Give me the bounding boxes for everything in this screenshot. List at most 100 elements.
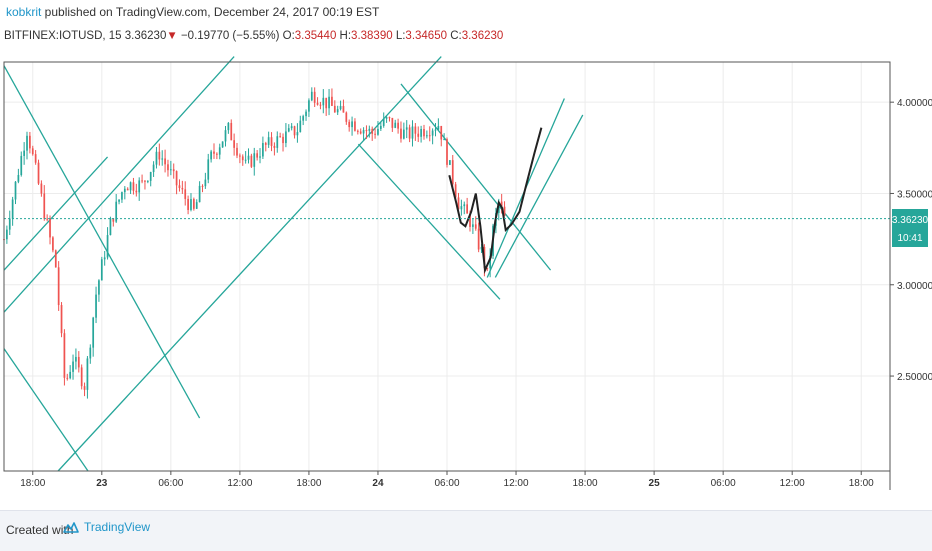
candle <box>287 124 290 133</box>
candle <box>296 123 299 143</box>
candle-body <box>411 126 414 139</box>
price-chart[interactable]: 2.50000 3.00000 3.50000 4.00000 18:00 23 06:0… <box>0 0 932 510</box>
trend-line[interactable] <box>57 56 442 472</box>
candle-body <box>316 102 319 105</box>
candle-body <box>480 247 483 250</box>
author-link[interactable]: kobkrit <box>6 5 42 19</box>
candle <box>411 120 414 147</box>
candle <box>244 151 247 164</box>
candle <box>63 329 66 386</box>
candle <box>394 119 397 129</box>
trend-line[interactable] <box>3 156 109 271</box>
candle-body <box>267 137 270 145</box>
candle <box>221 141 224 148</box>
candle-body <box>305 111 307 117</box>
candle-body <box>262 143 264 157</box>
candle-body <box>92 317 95 348</box>
candle <box>6 225 8 244</box>
trend-line[interactable] <box>3 56 235 313</box>
trend-line[interactable] <box>357 143 501 300</box>
candle-body <box>270 137 273 146</box>
candle <box>11 196 14 226</box>
tradingview-link[interactable]: TradingView <box>62 520 150 534</box>
x-tick-label: 06:00 <box>711 478 736 489</box>
trend-line[interactable] <box>3 348 89 472</box>
candle <box>377 121 379 136</box>
high-value: 3.38390 <box>351 30 393 42</box>
candle-body <box>405 127 408 130</box>
symbol-name[interactable]: BITFINEX:IOTUSD, 15 <box>4 30 122 42</box>
x-tick-label: 18:00 <box>573 478 598 489</box>
candle <box>391 117 394 132</box>
candle <box>351 116 353 136</box>
candle <box>126 187 129 191</box>
candle-body <box>313 91 316 103</box>
candle <box>216 152 218 160</box>
candle-body <box>503 206 506 216</box>
candle-body <box>408 127 411 139</box>
candle-body <box>345 112 348 122</box>
candle <box>417 126 420 143</box>
candle-body <box>89 347 92 359</box>
candle-body <box>348 121 351 128</box>
trend-line[interactable] <box>494 114 584 278</box>
candle-body <box>250 155 253 167</box>
trend-line[interactable] <box>400 83 552 271</box>
candle-body <box>57 267 60 306</box>
candle-body <box>132 182 135 191</box>
candle <box>262 136 264 159</box>
candle-body <box>472 224 474 227</box>
candle-body <box>49 219 51 238</box>
candle <box>382 112 385 128</box>
trend-lines[interactable] <box>3 56 584 472</box>
candle <box>259 148 261 164</box>
candle-body <box>121 192 123 200</box>
candle <box>161 150 164 166</box>
candle-body <box>109 218 112 236</box>
candle <box>103 250 106 266</box>
candle-body <box>417 133 420 137</box>
hand-drawn-annotation[interactable] <box>448 127 543 275</box>
candle <box>31 145 34 156</box>
y-tick-label: 2.50000 <box>897 372 932 383</box>
price-axis[interactable]: 2.50000 3.00000 3.50000 4.00000 <box>890 98 932 383</box>
candle-body <box>256 153 259 158</box>
candle <box>256 150 259 161</box>
candle <box>178 179 181 192</box>
candle-body <box>201 185 204 187</box>
created-with-label: Created with <box>6 523 74 537</box>
candle-body <box>325 97 328 109</box>
candle <box>172 163 175 179</box>
candle <box>100 256 103 281</box>
candle <box>144 180 146 190</box>
time-axis[interactable]: 18:00 23 06:00 12:00 18:00 24 06:00 12:00 18:00 2… <box>20 471 874 489</box>
candle-body <box>377 128 379 135</box>
candle-body <box>54 250 57 268</box>
candle <box>282 133 284 152</box>
candle-body <box>426 135 428 137</box>
candle <box>29 131 31 154</box>
candle <box>233 133 235 156</box>
candle-body <box>460 206 463 210</box>
candle <box>241 154 244 166</box>
candle <box>80 364 83 390</box>
candle <box>210 149 212 163</box>
candle-body <box>37 162 40 184</box>
candle-body <box>213 151 215 154</box>
down-arrow-icon: ▼ <box>166 30 178 42</box>
candle <box>293 125 296 139</box>
candle <box>26 131 28 160</box>
last-price: 3.36230 <box>124 30 167 42</box>
trend-line[interactable] <box>3 65 201 419</box>
candle-body <box>449 160 451 165</box>
candle-body <box>279 136 282 138</box>
candle <box>181 180 184 194</box>
candle-body <box>218 147 221 155</box>
candle-body <box>14 181 17 200</box>
candle <box>279 132 282 138</box>
candle-body <box>138 180 141 193</box>
candle-body <box>276 136 279 148</box>
candle-body <box>414 126 417 134</box>
candle <box>402 122 405 140</box>
y-tick-label: 4.00000 <box>897 98 932 109</box>
